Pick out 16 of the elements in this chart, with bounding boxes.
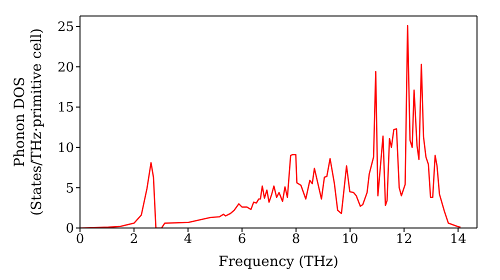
x-tick-label: 6 bbox=[238, 232, 246, 248]
y-tick-label: 10 bbox=[57, 141, 74, 156]
x-axis-title: Frequency (THz) bbox=[218, 254, 339, 270]
y-tick-label: 15 bbox=[57, 100, 74, 116]
x-tick-label: 2 bbox=[130, 232, 138, 248]
x-tick-label: 14 bbox=[450, 232, 466, 248]
x-tick-label: 8 bbox=[292, 232, 300, 248]
y-tick-label: 20 bbox=[57, 60, 74, 76]
x-tick-label: 4 bbox=[184, 232, 192, 248]
y-axis-title: Phonon DOS (States/THz·primitive cell) bbox=[12, 28, 45, 216]
x-tick-label: 10 bbox=[342, 232, 358, 248]
x-tick-label: 12 bbox=[396, 232, 412, 248]
y-tick-label: 25 bbox=[57, 20, 74, 36]
x-tick-label: 0 bbox=[76, 232, 84, 248]
y-tick-label: 0 bbox=[66, 222, 74, 237]
y-tick-label: 5 bbox=[66, 181, 74, 196]
